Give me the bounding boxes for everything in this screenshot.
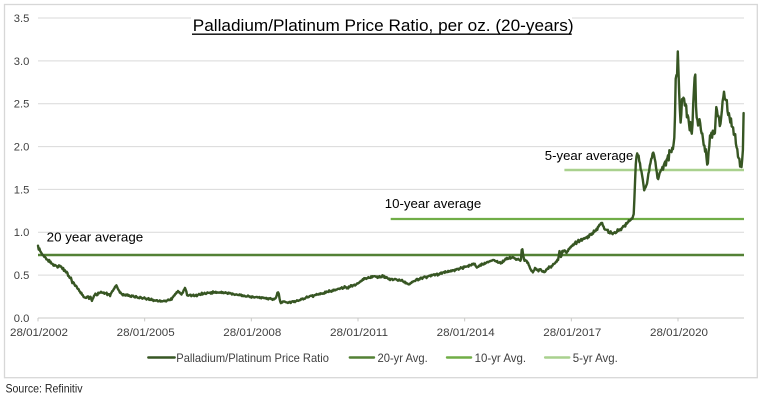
svg-text:0.5: 0.5 (14, 270, 30, 282)
svg-text:5-year average: 5-year average (545, 148, 634, 163)
svg-text:1.5: 1.5 (14, 184, 30, 196)
svg-text:28/01/2005: 28/01/2005 (117, 327, 175, 339)
svg-text:Source: Refinitiv: Source: Refinitiv (6, 381, 83, 395)
svg-text:10-year average: 10-year average (385, 196, 481, 211)
svg-text:20-yr Avg.: 20-yr Avg. (378, 351, 428, 365)
svg-text:Palladium/Platinum Price Ratio: Palladium/Platinum Price Ratio, per oz. … (193, 17, 574, 35)
svg-text:28/01/2017: 28/01/2017 (543, 327, 601, 339)
svg-text:2.5: 2.5 (14, 99, 30, 111)
svg-text:3.5: 3.5 (14, 13, 30, 25)
svg-text:28/01/2020: 28/01/2020 (650, 327, 708, 339)
svg-text:1.0: 1.0 (14, 227, 30, 239)
svg-text:28/01/2011: 28/01/2011 (330, 327, 388, 339)
svg-text:28/01/2002: 28/01/2002 (10, 327, 68, 339)
svg-text:5-yr Avg.: 5-yr Avg. (573, 351, 618, 365)
svg-text:Palladium/Platinum Price Ratio: Palladium/Platinum Price Ratio (176, 351, 329, 365)
svg-text:28/01/2014: 28/01/2014 (437, 327, 495, 339)
svg-text:2.0: 2.0 (14, 142, 30, 154)
svg-text:0.0: 0.0 (14, 313, 30, 325)
svg-text:20 year average: 20 year average (47, 230, 144, 245)
svg-text:28/01/2008: 28/01/2008 (223, 327, 281, 339)
svg-text:3.0: 3.0 (14, 56, 30, 68)
svg-text:10-yr Avg.: 10-yr Avg. (475, 351, 526, 365)
